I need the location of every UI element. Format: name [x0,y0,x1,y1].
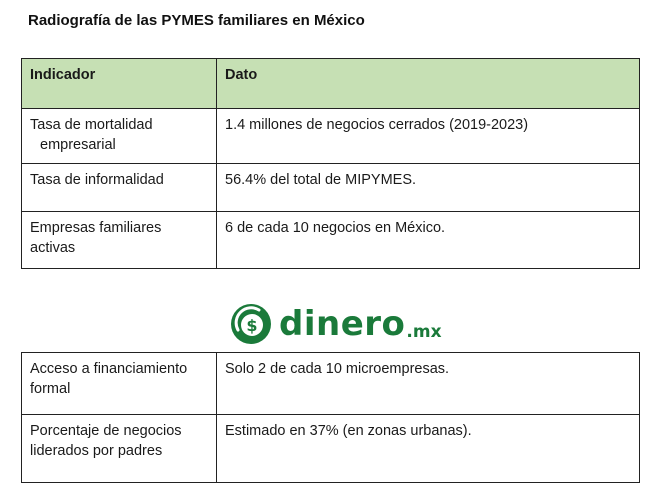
indicators-table-continued: Acceso a financiamiento formal Solo 2 de… [21,352,640,483]
indicador-text: Acceso a financiamiento [30,361,188,377]
logo-tld: .mx [406,322,442,342]
dollar-coin-icon: $ [231,304,271,344]
table-row: Acceso a financiamiento formal Solo 2 de… [21,352,640,415]
indicador-cell: Porcentaje de negocios liderados por pad… [21,414,217,483]
indicador-text: Empresas familiares [30,220,162,236]
svg-text:$: $ [246,316,257,335]
indicador-cell: Empresas familiares activas [21,211,217,269]
dato-cell: 6 de cada 10 negocios en México. [216,211,640,269]
indicador-cell: Tasa de mortalidad empresarial [21,108,217,164]
dato-cell: Solo 2 de cada 10 microempresas. [216,352,640,415]
header-dato: Dato [216,58,640,109]
table-row: Tasa de mortalidad empresarial 1.4 millo… [21,108,640,164]
table-row: Porcentaje de negocios liderados por pad… [21,414,640,483]
indicador-text-cont: empresarial [40,137,116,153]
indicador-text-cont: activas [30,240,76,256]
dato-cell: 56.4% del total de MIPYMES. [216,163,640,212]
indicador-text: Tasa de mortalidad [30,117,153,133]
header-indicador: Indicador [21,58,217,109]
indicador-text: Porcentaje de negocios [30,423,182,439]
indicators-table: Indicador Dato Tasa de mortalidad empres… [21,58,640,269]
dinero-mx-logo: $ dinero .mx [229,300,442,348]
table-row: Tasa de informalidad 56.4% del total de … [21,163,640,212]
logo-wordmark: dinero [279,304,406,344]
table-row: Empresas familiares activas 6 de cada 10… [21,211,640,269]
indicador-text-cont: formal [30,381,71,397]
indicador-cell: Tasa de informalidad [21,163,217,212]
document-title: Radiografía de las PYMES familiares en M… [28,12,365,29]
dato-cell: Estimado en 37% (en zonas urbanas). [216,414,640,483]
indicador-text-cont: liderados por padres [30,443,163,459]
indicador-cell: Acceso a financiamiento formal [21,352,217,415]
dato-cell: 1.4 millones de negocios cerrados (2019-… [216,108,640,164]
table-header-row: Indicador Dato [21,58,640,109]
